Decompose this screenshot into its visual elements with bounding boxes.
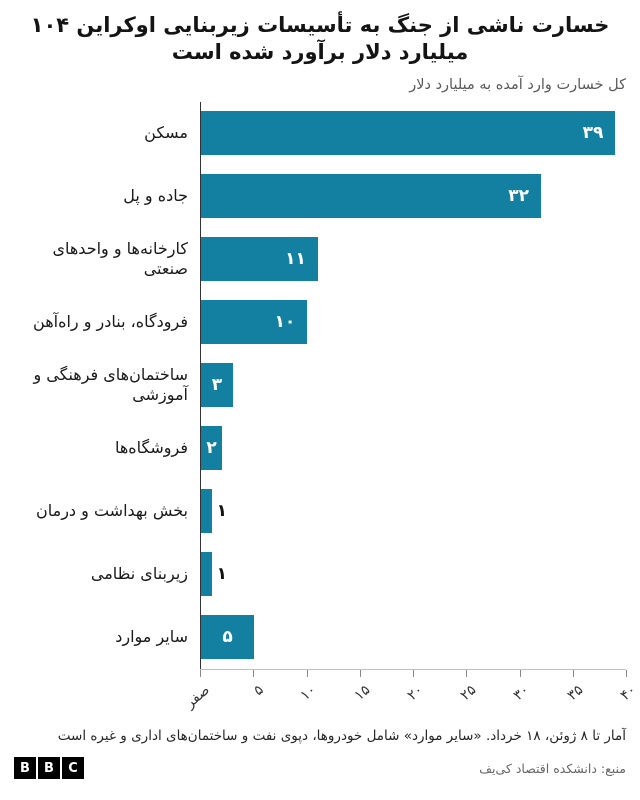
bar: ۳۹ xyxy=(201,111,616,156)
chart-row: بخش بهداشت و درمان ۱ xyxy=(14,479,626,543)
tick-mark xyxy=(572,669,574,677)
bar: ۳ xyxy=(201,363,233,408)
tick-mark xyxy=(306,669,308,677)
x-axis-tick-label: ۱۵ xyxy=(351,681,374,704)
tick-mark xyxy=(519,669,521,677)
bar: ۱ xyxy=(201,489,227,534)
bbc-logo-letter: C xyxy=(62,757,84,780)
x-axis-tick-label: ۳۵ xyxy=(564,681,587,704)
x-axis-row: صفر ۵ ۱۰ ۱۵ ۲۰ ۲۵ ۳۰ ۳۵ ۴۰ xyxy=(14,668,639,727)
tick-mark xyxy=(626,669,627,677)
tick-mark xyxy=(200,669,201,677)
bar-track: ۳ xyxy=(200,353,626,417)
bar-track: ۳۲ xyxy=(200,164,626,228)
category-label: ساختمان‌های فرهنگی و آموزشی xyxy=(33,365,188,405)
bbc-logo: B B C xyxy=(14,757,84,780)
bar: ۲ xyxy=(201,426,223,471)
category-label: فرودگاه، بنادر و راه‌آهن xyxy=(33,312,188,332)
bar-value-label: ۵ xyxy=(222,627,233,648)
tick-mark xyxy=(253,669,255,677)
bbc-logo-letter: B xyxy=(14,757,36,780)
x-axis-tick-label: ۳۰ xyxy=(510,681,533,704)
x-axis: صفر ۵ ۱۰ ۱۵ ۲۰ ۲۵ ۳۰ ۳۵ ۴۰ xyxy=(183,668,639,727)
category-label: مسکن xyxy=(144,123,188,143)
chart-row: جاده و پل ۳۲ xyxy=(14,164,626,228)
footer: B B C منبع: دانشکده اقتصاد کی‌یف xyxy=(14,757,626,780)
chart-row: زیربنای نظامی ۱ xyxy=(14,542,626,606)
chart-row: فروشگاه‌ها ۲ xyxy=(14,416,626,480)
category-label: کارخانه‌ها و واحدهای صنعتی xyxy=(52,239,188,279)
chart-row: سایر موارد ۵ xyxy=(14,605,626,669)
x-axis-spacer xyxy=(14,669,200,727)
bar-track: ۱۰ xyxy=(200,290,626,354)
x-axis-tick-label: ۱۰ xyxy=(297,681,320,704)
bar-track: ۲ xyxy=(200,416,626,480)
category-label: فروشگاه‌ها xyxy=(114,438,188,458)
bar-value-label: ۱۰ xyxy=(274,312,296,333)
bar-track: ۵ xyxy=(200,605,626,669)
x-axis-tick-label: ۲۰ xyxy=(404,681,427,704)
category-label: بخش بهداشت و درمان xyxy=(36,501,188,521)
bar-value-label: ۱ xyxy=(216,501,228,522)
chart-title: خسارت ناشی از جنگ به تأسیسات زیربنایی او… xyxy=(30,13,610,65)
bar-value-label: ۳۹ xyxy=(582,123,604,144)
chart-subtitle: کل خسارت وارد آمده به میلیارد دلار xyxy=(409,76,626,93)
tick-mark xyxy=(413,669,414,677)
x-axis-tick-label: ۴۰ xyxy=(617,681,640,704)
x-axis-tick-label: ۲۵ xyxy=(457,681,480,704)
bar: ۱۱ xyxy=(201,237,318,282)
bar-track: ۱۱ xyxy=(200,227,626,291)
bbc-logo-letter: B xyxy=(38,757,60,780)
tick-mark xyxy=(466,669,468,677)
chart-row: کارخانه‌ها و واحدهای صنعتی ۱۱ xyxy=(14,227,626,291)
bar-track: ۳۹ xyxy=(200,101,626,165)
bar-value-label: ۱ xyxy=(216,564,228,585)
bar-value-label: ۲ xyxy=(206,438,217,459)
category-label: سایر موارد xyxy=(115,627,188,647)
bar-chart: مسکن ۳۹ جاده و پل ۳۲ کارخانه‌ها و واحدها… xyxy=(14,101,639,727)
bar: ۱۰ xyxy=(201,300,308,345)
bar: ۵ xyxy=(201,615,255,660)
category-label: زیربنای نظامی xyxy=(90,564,188,584)
category-label: جاده و پل xyxy=(123,186,188,206)
bar-value-label: ۳ xyxy=(211,375,223,396)
bar-track: ۱ xyxy=(200,479,626,543)
source-text: منبع: دانشکده اقتصاد کی‌یف xyxy=(479,760,626,776)
bar-track: ۱ xyxy=(200,542,626,606)
bar-value-label: ۳۲ xyxy=(508,186,529,207)
chart-row: فرودگاه، بنادر و راه‌آهن ۱۰ xyxy=(14,290,626,354)
bar: ۱ xyxy=(201,552,227,597)
chart-row: مسکن ۳۹ xyxy=(14,101,626,165)
chart-row: ساختمان‌های فرهنگی و آموزشی ۳ xyxy=(14,353,626,417)
footnote: آمار تا ۸ ژوئن، ۱۸ خرداد. «سایر موارد» ش… xyxy=(57,727,626,744)
bar: ۳۲ xyxy=(201,174,541,219)
bar-value-label: ۱۱ xyxy=(285,249,306,270)
x-axis-tick-label: ۵ xyxy=(250,681,267,699)
tick-mark xyxy=(359,669,361,677)
